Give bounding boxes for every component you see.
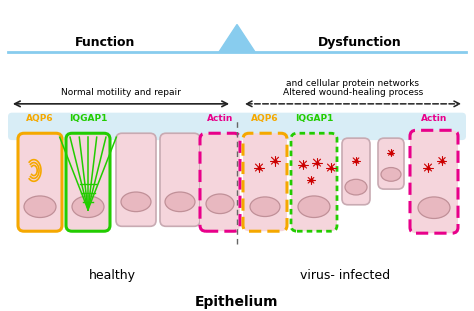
Text: AQP6: AQP6 xyxy=(251,114,279,123)
FancyBboxPatch shape xyxy=(66,133,110,231)
Text: Altered wound-healing process: Altered wound-healing process xyxy=(283,88,423,97)
FancyBboxPatch shape xyxy=(410,130,458,233)
FancyBboxPatch shape xyxy=(378,138,404,189)
Ellipse shape xyxy=(72,196,104,217)
Ellipse shape xyxy=(250,197,280,216)
Text: and cellular protein networks: and cellular protein networks xyxy=(286,79,419,88)
Polygon shape xyxy=(219,25,255,52)
Text: virus- infected: virus- infected xyxy=(300,269,390,282)
Text: healthy: healthy xyxy=(89,269,136,282)
FancyBboxPatch shape xyxy=(342,138,370,205)
Text: Actin: Actin xyxy=(207,114,233,123)
FancyBboxPatch shape xyxy=(8,113,466,140)
Text: Actin: Actin xyxy=(421,114,447,123)
Ellipse shape xyxy=(165,192,195,211)
Text: Normal motility and repair: Normal motility and repair xyxy=(61,88,181,97)
Ellipse shape xyxy=(298,196,330,217)
FancyBboxPatch shape xyxy=(200,133,240,231)
FancyBboxPatch shape xyxy=(116,133,156,226)
Ellipse shape xyxy=(381,168,401,181)
Text: Epithelium: Epithelium xyxy=(195,295,279,309)
Ellipse shape xyxy=(121,192,151,211)
Ellipse shape xyxy=(345,179,367,195)
Ellipse shape xyxy=(206,194,234,214)
Ellipse shape xyxy=(418,197,450,219)
Ellipse shape xyxy=(24,196,56,217)
FancyBboxPatch shape xyxy=(160,133,200,226)
Text: Dysfunction: Dysfunction xyxy=(318,36,402,49)
FancyBboxPatch shape xyxy=(243,133,287,231)
Text: IQGAP1: IQGAP1 xyxy=(295,114,333,123)
Text: IQGAP1: IQGAP1 xyxy=(69,114,107,123)
Text: Function: Function xyxy=(75,36,135,49)
FancyBboxPatch shape xyxy=(291,133,337,231)
Text: AQP6: AQP6 xyxy=(26,114,54,123)
FancyBboxPatch shape xyxy=(18,133,62,231)
